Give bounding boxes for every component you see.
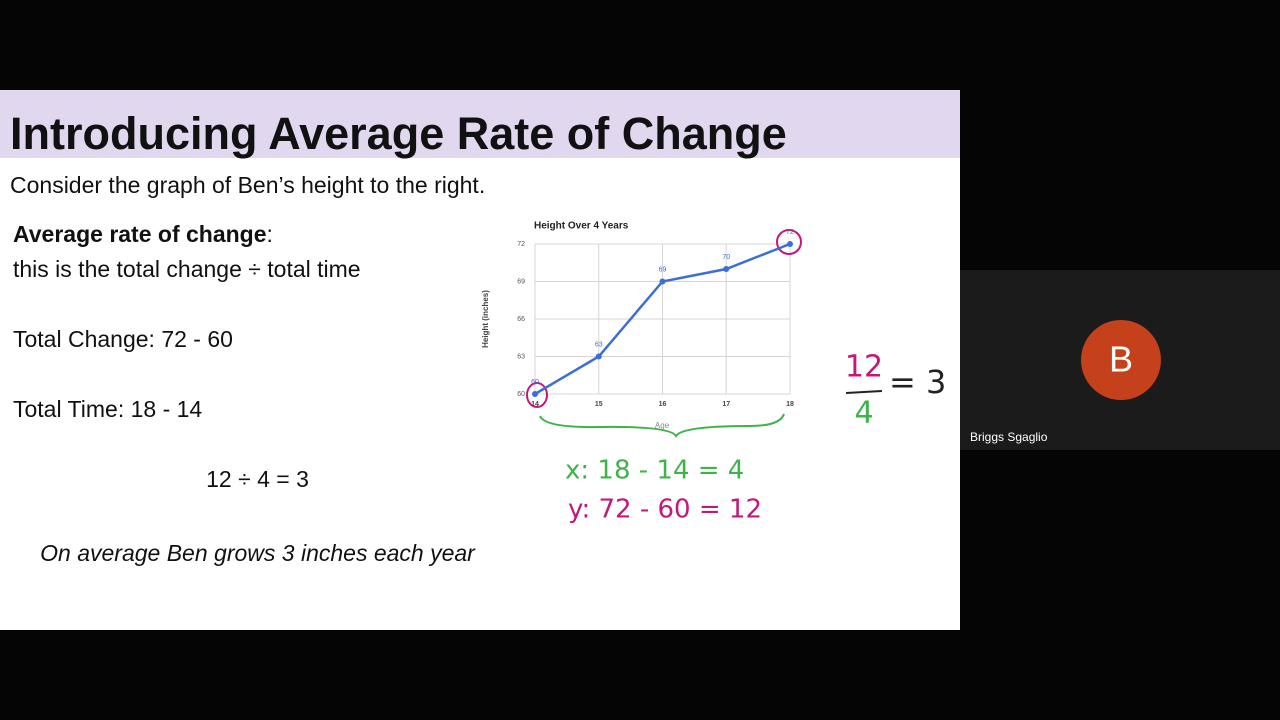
brace-annotation	[539, 413, 785, 438]
x-tick-label: 17	[722, 401, 730, 408]
data-label: 70	[722, 254, 730, 261]
slide: Introducing Average Rate of Change Consi…	[0, 90, 960, 630]
slide-title: Introducing Average Rate of Change	[10, 108, 787, 159]
point	[787, 241, 793, 247]
y-tick-label: 69	[517, 278, 525, 285]
fraction-denominator: 4	[854, 396, 873, 431]
data-label: 63	[595, 341, 603, 348]
point	[659, 278, 666, 285]
avatar-initial: B	[1109, 339, 1133, 380]
point	[723, 266, 730, 272]
circle-annotation	[776, 229, 802, 255]
y-tick-label: 60	[517, 391, 525, 398]
fraction-bar	[845, 390, 883, 394]
conclusion: On average Ben grows 3 inches each year	[40, 540, 475, 566]
total-change: Total Change: 72 - 60	[13, 326, 233, 352]
title-band	[0, 90, 960, 158]
y-axis-label: Height (inches)	[481, 290, 490, 348]
point	[595, 353, 602, 360]
x-work: x: 18 - 14 = 4	[565, 456, 744, 486]
x-tick-label: 15	[595, 401, 603, 408]
y-tick-label: 66	[517, 316, 525, 323]
y-tick-label: 63	[517, 353, 525, 360]
fraction-numerator: 12	[845, 350, 883, 385]
participant-name: Briggs Sgaglio	[970, 430, 1048, 444]
total-time: Total Time: 18 - 14	[13, 396, 203, 422]
x-axis-label: Age	[655, 421, 670, 430]
data-label: 72	[786, 229, 794, 236]
chart-title: Height Over 4 Years	[534, 221, 629, 232]
x-tick-label: 14	[531, 401, 539, 408]
point	[532, 391, 538, 397]
definition-term: Average rate of change	[13, 221, 267, 247]
data-label: 60	[531, 379, 539, 386]
colon: :	[266, 221, 273, 247]
circle-annotation	[526, 382, 548, 408]
y-tick-label: 72	[517, 241, 525, 248]
division: 12 ÷ 4 = 3	[206, 466, 309, 492]
subtitle: Consider the graph of Ben’s height to th…	[10, 172, 486, 198]
definition-heading: Average rate of change:	[13, 221, 273, 248]
avatar	[1081, 320, 1161, 400]
x-tick-label: 18	[786, 401, 794, 408]
x-tick-label: 16	[659, 401, 667, 408]
y-work: y: 72 - 60 = 12	[568, 495, 762, 525]
definition: this is the total change ÷ total time	[13, 256, 361, 282]
data-label: 69	[659, 266, 667, 273]
fraction-result: = 3	[889, 363, 946, 401]
